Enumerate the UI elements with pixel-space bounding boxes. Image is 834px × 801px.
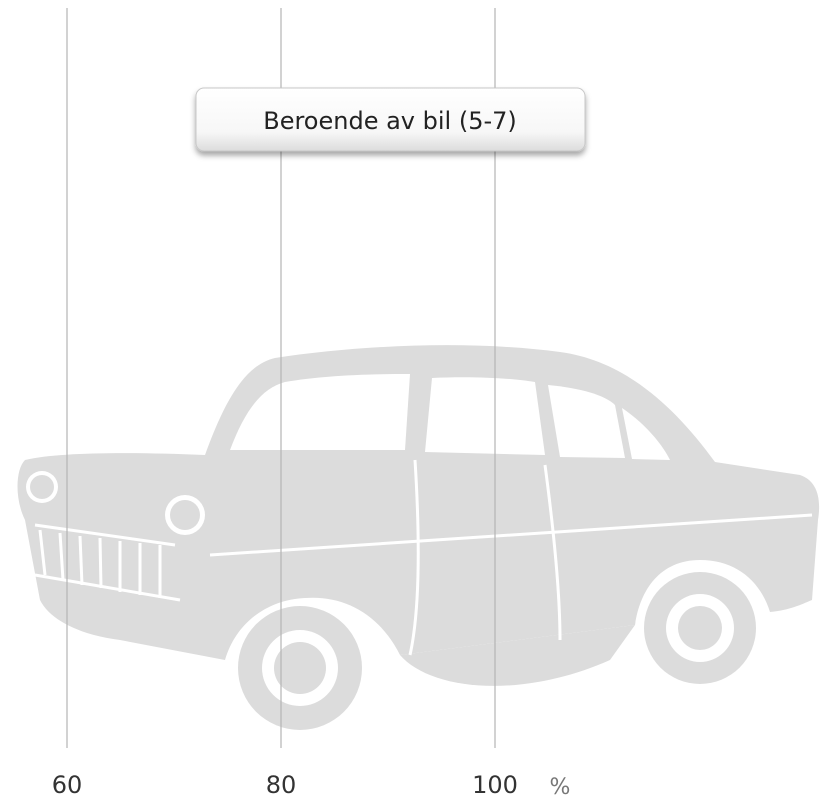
car-inner [30,475,722,694]
x-tick-label: 100 [472,771,518,799]
chart-title: Beroende av bil (5-7) [263,107,517,135]
title-box: Beroende av bil (5-7) [195,87,586,152]
x-tick-label: 80 [266,771,297,799]
x-axis-label: % [550,775,571,800]
car-lines [34,459,813,656]
x-tick-label: 60 [52,771,83,799]
title-box-bg [195,87,586,152]
